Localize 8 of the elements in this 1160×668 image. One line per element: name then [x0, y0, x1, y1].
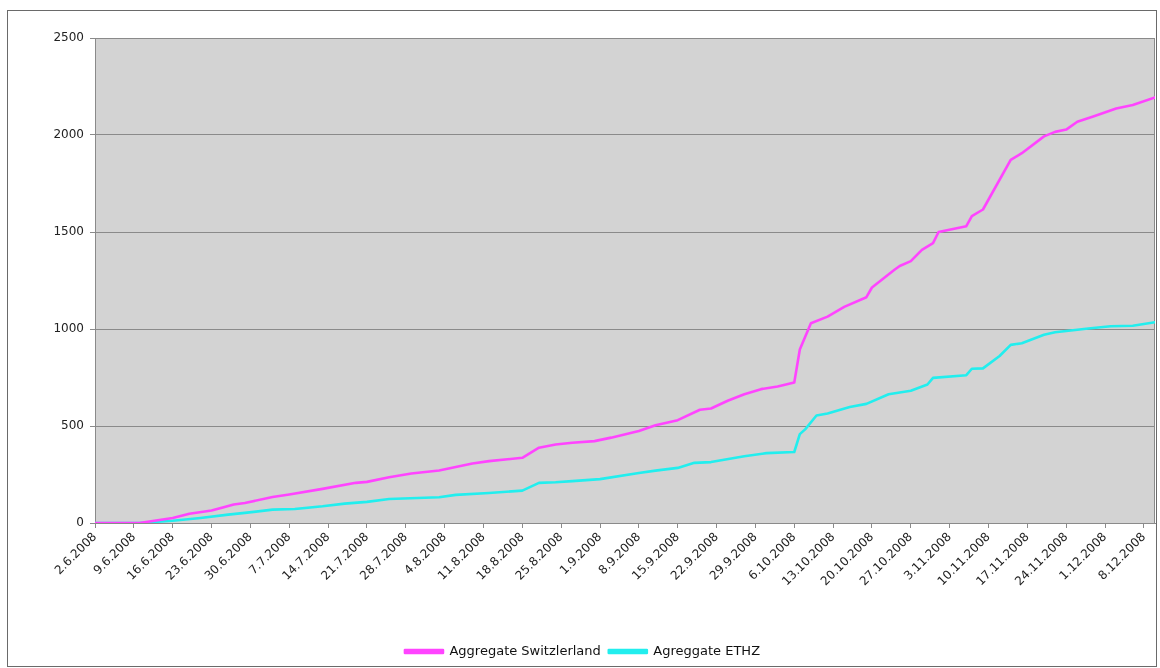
- legend-label: Aggregate Switzlerland: [449, 642, 601, 658]
- y-tick-label: 1500: [53, 224, 84, 239]
- y-tick-label: 1000: [53, 321, 84, 336]
- legend-label: Agreggate ETHZ: [653, 642, 761, 658]
- y-tick-label: 0: [76, 515, 84, 530]
- y-tick-label: 500: [61, 418, 84, 433]
- y-tick-label: 2500: [53, 30, 84, 45]
- y-tick-label: 2000: [53, 127, 84, 142]
